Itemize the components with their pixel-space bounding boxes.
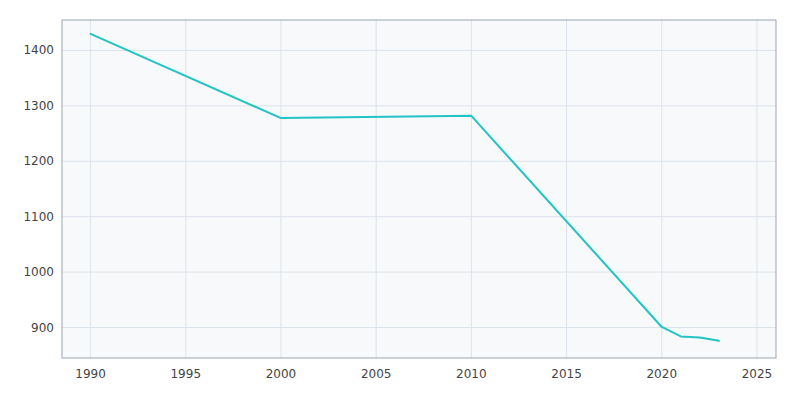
plot-area [62,20,776,358]
y-tick-label: 1100 [23,210,54,224]
y-grid-line [62,272,776,273]
x-grid-line [280,20,281,358]
x-tick-label: 2020 [646,367,677,381]
y-grid-line [62,327,776,328]
x-tick-label: 2005 [361,367,392,381]
y-grid-line [62,50,776,51]
y-tick-label: 1300 [23,99,54,113]
x-grid-line [185,20,186,358]
x-tick-label: 2010 [456,367,487,381]
x-tick-label: 1995 [170,367,201,381]
x-grid-line [661,20,662,358]
y-tick-label: 900 [31,321,54,335]
y-grid-line [62,216,776,217]
y-tick-label: 1400 [23,43,54,57]
x-tick-label: 1990 [75,367,106,381]
x-grid-line [471,20,472,358]
plot-frame [62,20,776,358]
x-grid-line [566,20,567,358]
grid [62,20,776,358]
y-grid-line [62,161,776,162]
x-grid-line [756,20,757,358]
chart: 1990 1995 2000 2005 2010 2015 2020 2025 900 1000 1… [0,0,800,400]
y-tick-label: 1200 [23,154,54,168]
y-grid-line [62,105,776,106]
page: Line chart html, body { margin: 0; paddi… [0,0,800,400]
data-layer [91,34,719,341]
x-grid-line [90,20,91,358]
page-body: {"chart_data": {"type": "line", "x": [19… [0,0,800,400]
chart-container: 1990 1995 2000 2005 2010 2015 2020 2025 900 1000 1… [0,0,800,400]
data-line [91,34,719,341]
x-grid-line [376,20,377,358]
tick-labels: 1990 1995 2000 2005 2010 2015 2020 2025 900 1000 1… [23,43,772,381]
x-tick-label: 2000 [266,367,297,381]
y-tick-label: 1000 [23,265,54,279]
x-tick-label: 2015 [551,367,582,381]
x-tick-label: 2025 [742,367,773,381]
